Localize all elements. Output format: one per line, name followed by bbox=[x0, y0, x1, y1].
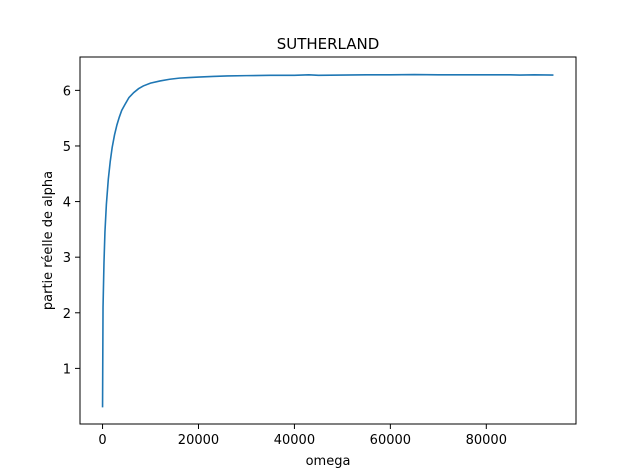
plot-area bbox=[79, 56, 577, 425]
x-tick-label: 40000 bbox=[274, 433, 315, 448]
y-axis-ticks: 1 2 3 4 5 6 bbox=[63, 84, 80, 377]
x-tick-label: 60000 bbox=[370, 433, 411, 448]
y-tick-label: 6 bbox=[63, 84, 71, 99]
y-tick-label: 5 bbox=[63, 140, 71, 155]
x-axis-label: omega bbox=[306, 454, 351, 469]
x-tick-label: 80000 bbox=[466, 433, 507, 448]
y-tick-label: 4 bbox=[63, 196, 71, 211]
x-tick-label: 20000 bbox=[178, 433, 219, 448]
y-tick-label: 1 bbox=[63, 362, 71, 377]
y-tick-label: 3 bbox=[63, 251, 71, 266]
chart-title: SUTHERLAND bbox=[277, 35, 380, 53]
y-tick-label: 2 bbox=[63, 307, 71, 322]
x-tick-label: 0 bbox=[98, 433, 106, 448]
axes-frame bbox=[79, 56, 577, 425]
series-line bbox=[101, 73, 554, 408]
y-axis-label: partie réelle de alpha bbox=[41, 171, 56, 310]
x-axis-ticks: 0 20000 40000 60000 80000 bbox=[98, 424, 507, 448]
